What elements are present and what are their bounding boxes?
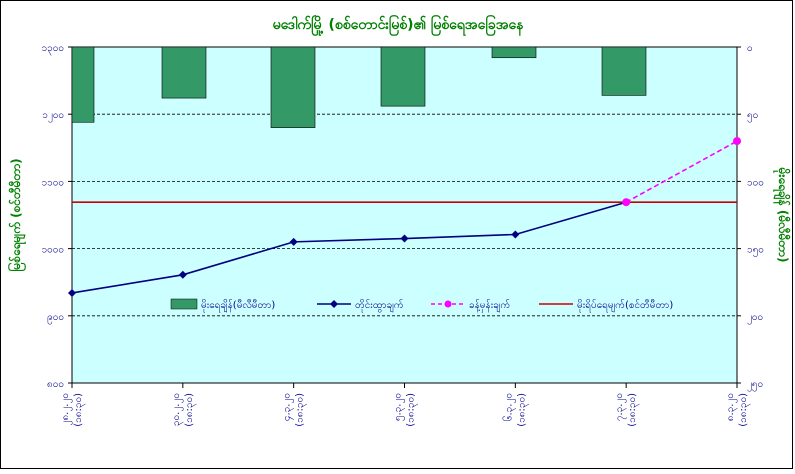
legend-swatch-bar [170,298,198,310]
right-axis-title: မိုးရေချိန် (မီလီမီတာ) [772,167,792,263]
left-tick-label: ၁၁၀၀ [42,177,65,188]
forecast-line [625,140,738,203]
left-tick-label: ၁၀၀၀ [42,245,65,256]
line-series [68,137,741,297]
rainfall-bar [161,46,207,99]
legend-label-measured: တိုင်းထွာချက် [355,298,404,313]
x-tick-label: ၆.၃.၂၀ (၁၈:၃၀) [501,393,529,427]
x-tick-label: ၇.၃.၂၀ (၁၈:၃၀) [614,393,640,427]
right-tick-label: ၅၀ [747,110,758,123]
x-tick-label: ၂၈.၂.၂၀ (၁၈:၃၀) [60,393,86,427]
left-tick-label: ၁၂၀၀ [42,110,64,123]
measured-point [511,230,520,239]
grid-lines [72,113,737,317]
forecast-point [622,198,631,207]
rainfall-bar [270,46,316,128]
axes: ၈၀၀ ၉၀၀ ၁၀၀၀ ၁၁၀၀ ၁၂၀၀ ၁၃၀၀ ၀၅၀၁၀၀၁၅၀၂၀၀၂၅၀၂၈.… [42,43,764,427]
x-tick-label: ၈.၃.၂၀ (၁၈:၃၀) [725,393,751,427]
legend-marker-measured [330,300,338,308]
x-tick-label: ၅.၃.၂၀ (၁၈:၃၀) [393,393,419,427]
legend-marker-forecast [444,300,452,308]
chart-title: မဒေါက်မြို့ (စစ်တောင်းမြစ်)၏ မြစ်ရေအခြေအ… [273,15,525,36]
left-tick-label: ၈၀၀ [47,379,64,390]
measured-point [289,237,298,246]
legend-label-forecast: ခန့်မှန်းချက် [469,298,510,313]
right-tick-label: ၁၅၀ [747,245,764,258]
measured-point [400,234,409,243]
right-tick-label: ၂၅၀ [747,379,763,392]
left-tick-label: ၁၃၀၀ [42,43,65,56]
x-tick-label: ၃၀.၂.၂၀ (၁၈:၃၀) [171,393,197,427]
rainfall-bar [491,46,537,59]
legend-label-rainfall: မိုးရေချိန်(မီလီမီတာ) [201,298,275,313]
measured-line [71,201,627,294]
right-tick-label: ၂၀၀ [747,312,763,325]
right-tick-label: ၀ [747,43,753,54]
rainfall-bar [380,46,426,107]
left-axis-title: မြစ်ရေမျက် (စင်တီမီတာ) [6,158,27,271]
measured-point [178,270,187,279]
right-tick-label: ၁၀၀ [747,177,764,188]
bar-series [71,46,647,128]
left-tick-label: ၉၀၀ [47,312,64,325]
x-tick-label: ၄.၃.၂၀ (၁၈:၃၀) [282,393,308,427]
legend-label-warning: မိုးရိပ်ရေမျက်(စင်တီမီတာ) [577,298,673,313]
legend: မိုးရေချိန်(မီလီမီတာ) တိုင်းထွာချက် ခန့်… [170,298,673,313]
rainfall-bar [71,46,95,123]
forecast-point [733,137,741,146]
measured-point [68,288,76,297]
rainfall-bar [601,46,647,96]
